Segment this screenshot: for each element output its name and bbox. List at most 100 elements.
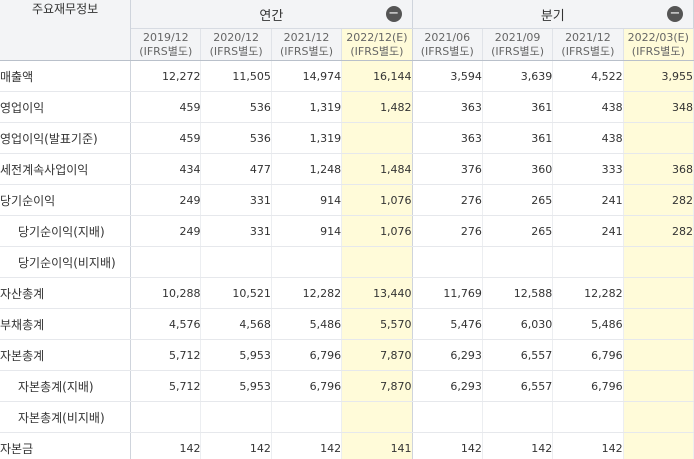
quarter-group-header: 분기 − [412, 0, 694, 29]
table-cell: 361 [482, 122, 554, 154]
table-cell [623, 277, 694, 309]
period-type: (IFRS별도) [420, 44, 474, 58]
row-label: 영업이익 [0, 91, 132, 123]
period-header-quarter-0: 2021/06 (IFRS별도) [412, 28, 483, 61]
table-header: 주요재무정보 연간 − 분기 − 2019/12 (IFRS별도) 2020/12… [0, 0, 694, 61]
table-cell: 11,769 [412, 277, 483, 309]
table-row: 자산총계 10,288 10,521 12,282 13,440 11,769 12,588… [0, 277, 694, 309]
table-cell: 914 [271, 215, 343, 247]
table-cell: 241 [552, 215, 624, 247]
table-cell [341, 246, 413, 278]
period-header-annual-estimate: 2022/12(E) (IFRS별도) [341, 28, 413, 61]
row-label: 자산총계 [0, 277, 132, 309]
row-label: 자본금 [0, 432, 132, 459]
table-cell: 12,588 [482, 277, 554, 309]
table-row: 자본총계(지배) 5,712 5,953 6,796 7,870 6,293 6,557 6,… [0, 370, 694, 402]
table-cell: 11,505 [200, 60, 272, 92]
table-cell [341, 122, 413, 154]
period-header-quarter-2: 2021/12 (IFRS별도) [552, 28, 624, 61]
row-label: 자본총계(지배) [0, 370, 132, 402]
row-label: 당기순이익(비지배) [0, 246, 132, 278]
table-cell: 459 [130, 122, 202, 154]
period-date: 2019/12 [142, 30, 189, 44]
table-cell: 363 [412, 122, 483, 154]
table-row: 자본총계(비지배) [0, 401, 694, 433]
row-label: 자본총계(비지배) [0, 401, 132, 433]
table-row: 당기순이익 249 331 914 1,076 276 265 241 282 [0, 184, 694, 216]
table-row: 세전계속사업이익 434 477 1,248 1,484 376 360 333 368 [0, 153, 694, 185]
table-cell: 12,282 [271, 277, 343, 309]
table-cell [482, 401, 554, 433]
row-label: 매출액 [0, 60, 132, 92]
table-cell: 6,796 [552, 339, 624, 371]
table-cell: 142 [552, 432, 624, 459]
row-label: 당기순이익(지배) [0, 215, 132, 247]
table-cell [130, 246, 202, 278]
table-cell: 5,712 [130, 370, 202, 402]
table-cell: 276 [412, 184, 483, 216]
table-cell: 12,282 [552, 277, 624, 309]
header-period-row: 2019/12 (IFRS별도) 2020/12 (IFRS별도) 2021/12(… [0, 28, 694, 61]
table-cell: 5,486 [271, 308, 343, 340]
row-label: 영업이익(발표기준) [0, 122, 132, 154]
table-cell: 438 [552, 91, 624, 123]
table-cell: 361 [482, 91, 554, 123]
table-cell: 1,482 [341, 91, 413, 123]
table-cell [623, 246, 694, 278]
table-cell: 5,712 [130, 339, 202, 371]
table-cell [623, 308, 694, 340]
table-cell: 16,144 [341, 60, 413, 92]
table-row: 영업이익 459 536 1,319 1,482 363 361 438 348 [0, 91, 694, 123]
table-cell: 10,521 [200, 277, 272, 309]
table-cell: 1,076 [341, 215, 413, 247]
period-header-quarter-1: 2021/09 (IFRS별도) [482, 28, 554, 61]
row-label: 부채총계 [0, 308, 132, 340]
quarter-collapse-icon[interactable]: − [667, 6, 683, 22]
period-type: (IFRS별도) [209, 44, 263, 58]
table-row: 매출액 12,272 11,505 14,974 16,144 3,594 3,639 4,5… [0, 60, 694, 92]
table-cell: 5,570 [341, 308, 413, 340]
table-cell: 5,953 [200, 370, 272, 402]
table-cell: 6,293 [412, 339, 483, 371]
table-cell [623, 339, 694, 371]
table-cell: 3,639 [482, 60, 554, 92]
annual-collapse-icon[interactable]: − [385, 6, 402, 22]
table-cell: 363 [412, 91, 483, 123]
table-cell: 249 [130, 215, 202, 247]
table-row: 당기순이익(비지배) [0, 246, 694, 278]
table-cell: 12,272 [130, 60, 202, 92]
table-cell [623, 401, 694, 433]
table-cell: 360 [482, 153, 554, 185]
period-type: (IFRS별도) [631, 44, 685, 58]
table-cell: 5,953 [200, 339, 272, 371]
table-cell: 282 [623, 184, 694, 216]
table-cell: 7,870 [341, 370, 413, 402]
table-cell: 6,030 [482, 308, 554, 340]
table-cell [552, 246, 624, 278]
table-cell: 434 [130, 153, 202, 185]
table-cell [130, 401, 202, 433]
table-cell: 10,288 [130, 277, 202, 309]
table-cell [412, 246, 483, 278]
table-cell: 265 [482, 184, 554, 216]
table-cell: 3,955 [623, 60, 694, 92]
table-cell: 333 [552, 153, 624, 185]
table-cell: 1,319 [271, 122, 343, 154]
period-type: (IFRS별도) [350, 44, 404, 58]
table-cell [200, 246, 272, 278]
period-header-annual-0: 2019/12 (IFRS별도) [130, 28, 202, 61]
table-cell: 376 [412, 153, 483, 185]
period-type: (IFRS별도) [279, 44, 334, 58]
table-cell: 142 [271, 432, 343, 459]
period-type: (IFRS별도) [139, 44, 193, 58]
table-cell: 14,974 [271, 60, 343, 92]
period-header-quarter-estimate: 2022/03(E) (IFRS별도) [623, 28, 694, 61]
period-type: (IFRS별도) [561, 44, 615, 58]
table-cell [412, 401, 483, 433]
period-date: 2021/12 [283, 30, 330, 44]
table-cell: 142 [130, 432, 202, 459]
table-cell: 265 [482, 215, 554, 247]
table-cell [623, 122, 694, 154]
